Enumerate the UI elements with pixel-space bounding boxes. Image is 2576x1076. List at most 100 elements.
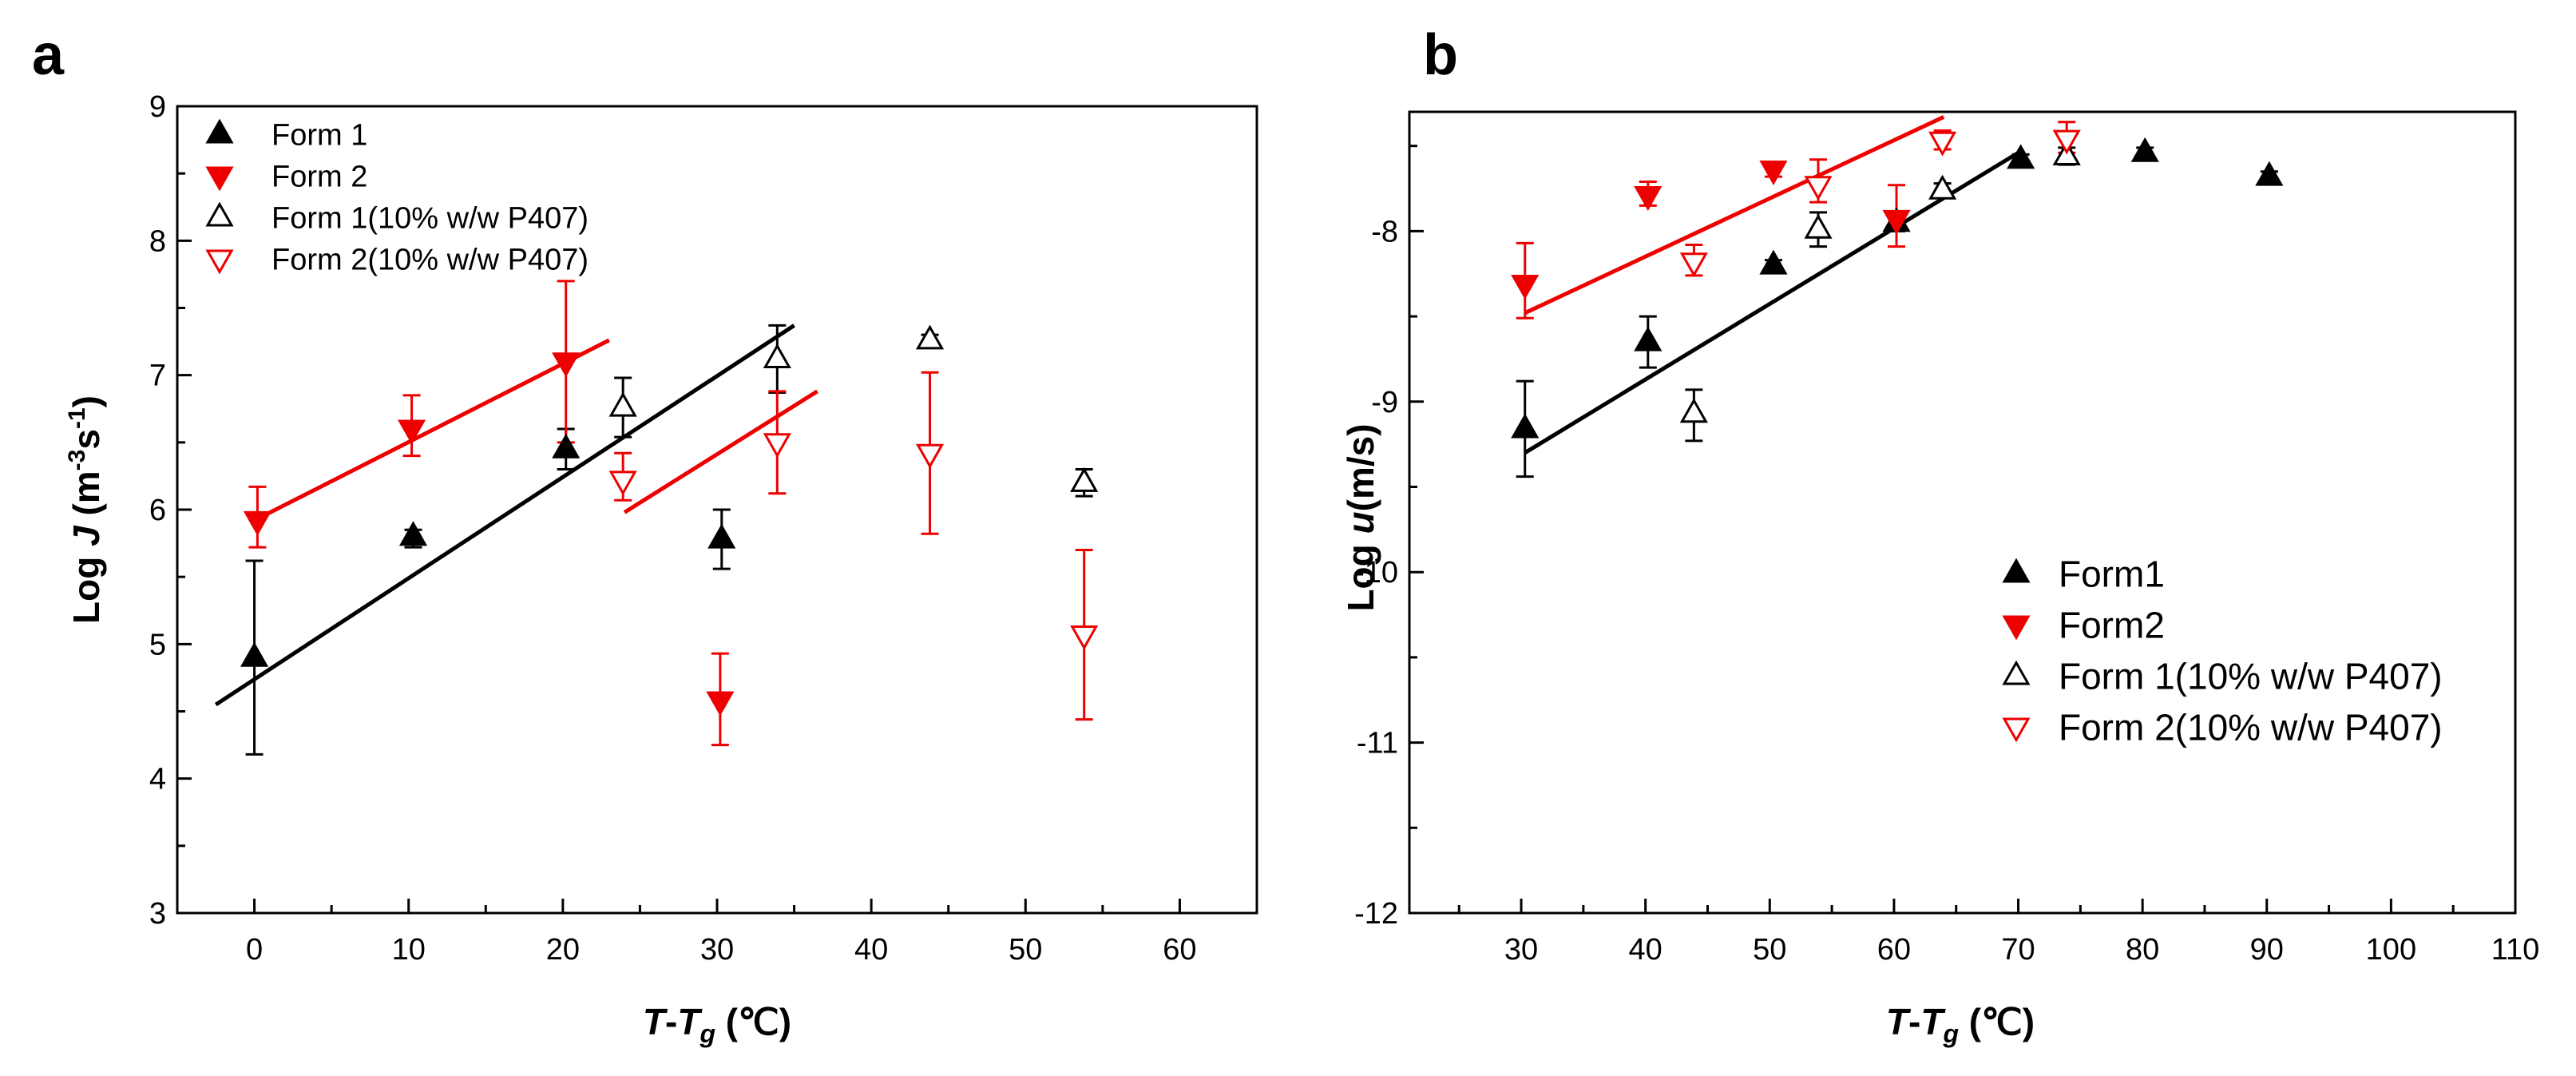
panel-b-form2_p407-point [1804, 176, 1833, 201]
panel-a-fit-line-3 [623, 389, 818, 514]
panel-a-form1-point [707, 523, 736, 549]
panel-b-form2-point [1511, 275, 1540, 300]
panel-b-form1-point [2255, 161, 2284, 186]
panel-b-legend-marker-form2_p407 [2002, 717, 2031, 743]
panel-b-label: b [1423, 23, 1458, 87]
panel-a-form1_p407-point [915, 324, 945, 350]
panel-a-legend: Form 1 Form 2 Form 1(10% w/w P407) Form 2(1… [205, 118, 589, 277]
panel-b-fit-lines [1524, 115, 2019, 455]
panel-a-x-tick-label: 0 [246, 933, 263, 967]
panel-b-legend-marker-form1 [2002, 558, 2031, 583]
panel-a-x-tick-label: 60 [1163, 933, 1196, 967]
panel-b-fit-line-2 [1524, 115, 1945, 316]
panel-a-fit-line-2 [253, 338, 610, 522]
panel-a-legend-marker-form2_p407 [205, 249, 234, 275]
panel-b-form1-point [1759, 249, 1788, 275]
panel-a-form1-point [398, 521, 428, 546]
panel-a-axis-ticks: 0 10 20 30 40 50 60 3 4 5 6 7 8 9 [149, 90, 1197, 967]
panel-a-x-tick-label: 40 [854, 933, 888, 967]
panel-b-fit-line-1 [1524, 151, 2019, 455]
panel-b-form2_p407-point [2052, 129, 2081, 155]
panel-a-y-tick-label: 7 [149, 359, 166, 393]
panel-b-form1_p407-point [1928, 174, 1957, 200]
panel-b-legend-label-form2: Form2 [2059, 605, 2165, 646]
panel-a-y-tick-label: 6 [149, 494, 166, 527]
panel-a-y-axis-title: Log J (m-3s-1) [64, 395, 107, 624]
panel-a-x-tick-label: 30 [700, 933, 734, 967]
panel-b-y-tick-label: -12 [1354, 897, 1398, 931]
panel-a-x-tick-label: 20 [546, 933, 580, 967]
panel-b-legend-marker-form1_p407 [2002, 660, 2031, 685]
panel-b: b 30 40 50 60 70 80 90 100 110 -12 -11 -10 -9 -8 Form… [1340, 23, 2539, 1048]
panel-a-fit-lines [214, 324, 818, 707]
panel-a-form1_p407-point [608, 391, 637, 417]
panel-b-form1-point [1511, 413, 1540, 439]
panel-a-legend-marker-form2 [205, 166, 234, 192]
panel-b-x-tick-label: 80 [2126, 933, 2159, 967]
panel-b-y-tick-label: -10 [1354, 556, 1398, 590]
panel-a-form2_p407-point [915, 443, 945, 469]
panel-b-y-axis-title: Log u(m/s) [1340, 423, 1381, 611]
panel-a-form2-point [706, 691, 735, 717]
panel-b-legend-label-form1: Form1 [2059, 554, 2165, 595]
panel-a-form2_p407-point [1070, 625, 1099, 650]
panel-a-legend-label-form2: Form 2 [271, 161, 367, 194]
panel-a-x-tick-label: 10 [392, 933, 426, 967]
panel-b-form1-point [2130, 137, 2159, 162]
panel-b-form2_p407-point [1928, 131, 1957, 157]
panel-a-form2-point [397, 419, 426, 445]
panel-a-x-axis-title: T-Tg (℃) [643, 1001, 791, 1048]
panel-b-x-tick-label: 90 [2250, 933, 2284, 967]
panel-a-x-tick-label: 50 [1009, 933, 1042, 967]
panel-a-label: a [32, 23, 65, 87]
panel-a-legend-marker-form1_p407 [205, 201, 234, 227]
panel-a-y-tick-label: 8 [149, 224, 166, 258]
panel-a-form1_p407-point [1070, 467, 1099, 492]
panel-a-form2_p407-point [608, 471, 637, 496]
panel-b-form2_p407-point [1679, 252, 1708, 278]
panel-b-form1_p407-point [1679, 398, 1708, 423]
panel-a-form2_p407-point [763, 433, 791, 459]
panel-a-form1-point [552, 433, 581, 459]
panel-a-y-tick-label: 9 [149, 90, 166, 124]
panel-a-form1_p407-point [763, 343, 791, 368]
panel-a-form1-point [240, 641, 269, 667]
panel-a-legend-marker-form1 [205, 118, 234, 144]
panel-b-x-tick-label: 100 [2366, 933, 2416, 967]
panel-a-legend-label-form1_p407: Form 1(10% w/w P407) [271, 202, 589, 236]
panel-b-y-tick-label: -8 [1371, 215, 1398, 248]
panel-b-form1-point [2007, 144, 2035, 169]
panel-a-legend-label-form2_p407: Form 2(10% w/w P407) [271, 244, 589, 277]
panel-b-form2-point [1634, 186, 1663, 211]
panel-b-x-tick-label: 70 [2001, 933, 2035, 967]
panel-a-fit-line-1 [214, 324, 795, 707]
panel-a-y-tick-label: 4 [149, 763, 166, 796]
panel-b-form1-point [1634, 326, 1663, 351]
panel-b-y-tick-label: -9 [1371, 386, 1398, 419]
panel-a-y-tick-label: 3 [149, 897, 166, 931]
panel-b-legend-label-form1_p407: Form 1(10% w/w P407) [2059, 656, 2443, 697]
panel-b-x-tick-label: 110 [2491, 933, 2540, 967]
panel-b-y-tick-label: -11 [1357, 727, 1398, 760]
panel-b-data-points [1511, 129, 2284, 439]
panel-a-form2-point [243, 510, 272, 536]
panel-b-form2-point [1882, 209, 1911, 235]
panel-b-legend-marker-form2 [2002, 615, 2031, 641]
panel-b-legend: Form1 Form2 Form 1(10% w/w P407) Form 2(10%… [2002, 554, 2443, 748]
panel-a-legend-label-form1: Form 1 [271, 119, 367, 153]
panel-a-form2-point [552, 352, 581, 378]
panel-b-form2-point [1759, 161, 1788, 185]
panel-a-data-points [240, 324, 1099, 717]
panel-a-y-tick-label: 5 [149, 628, 166, 661]
panel-b-axis-ticks: 30 40 50 60 70 80 90 100 110 -12 -11 -10 -9 -8 [1354, 145, 2540, 967]
panel-b-form1_p407-point [1804, 213, 1833, 239]
panel-b-x-tick-label: 50 [1753, 933, 1786, 967]
panel-b-x-axis-title: T-Tg (℃) [1886, 1001, 2035, 1048]
panel-b-x-tick-label: 30 [1504, 933, 1538, 967]
panel-b-legend-label-form2_p407: Form 2(10% w/w P407) [2059, 707, 2443, 748]
panel-b-x-tick-label: 40 [1629, 933, 1663, 967]
panel-b-plot-frame [1408, 110, 2517, 915]
